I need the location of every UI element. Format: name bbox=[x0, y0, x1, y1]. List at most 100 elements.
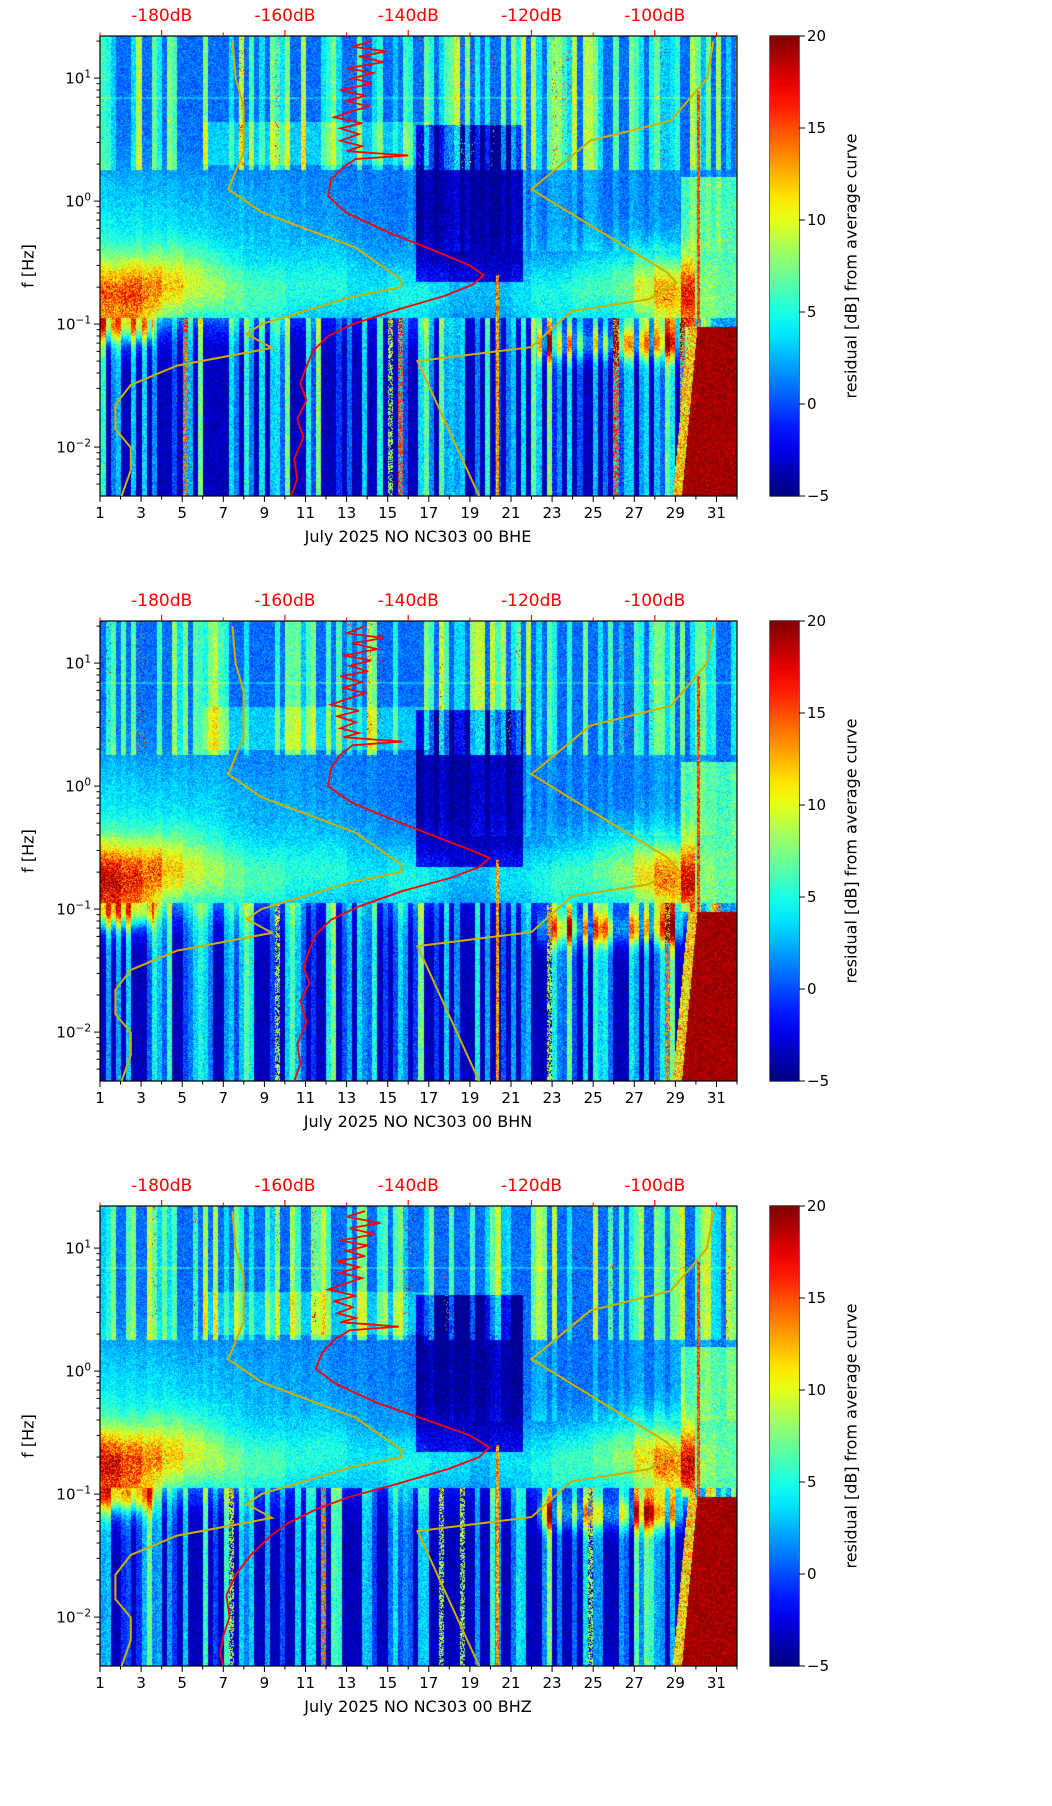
y-tick-label: 101 bbox=[65, 1238, 91, 1258]
x-tick-label: 15 bbox=[378, 1089, 398, 1107]
x-tick-label: 21 bbox=[501, 1674, 521, 1692]
colorbar-tick-label: 15 bbox=[807, 704, 827, 722]
top-axis-label: -100dB bbox=[624, 591, 686, 611]
y-tick-label: 10−2 bbox=[56, 1022, 91, 1042]
colorbar-tick-label: 20 bbox=[807, 27, 827, 45]
top-axis-label: -100dB bbox=[624, 6, 686, 26]
x-tick-label: 1 bbox=[95, 504, 105, 522]
colorbar-tick-label: 10 bbox=[807, 211, 827, 229]
x-tick-label: 19 bbox=[460, 1674, 480, 1692]
x-axis-title: July 2025 NO NC303 00 BHZ bbox=[304, 1697, 532, 1716]
top-axis-label: -140dB bbox=[377, 591, 439, 611]
top-axis-label: -120dB bbox=[500, 1176, 563, 1196]
x-axis-title: July 2025 NO NC303 00 BHE bbox=[304, 527, 532, 546]
top-axis-label: -180dB bbox=[131, 591, 193, 611]
y-tick-label: 100 bbox=[65, 776, 91, 796]
y-tick-label: 10−2 bbox=[56, 1607, 91, 1627]
x-tick-label: 5 bbox=[177, 1089, 187, 1107]
y-tick-label: 101 bbox=[65, 68, 91, 88]
top-axis-label: -160dB bbox=[254, 1176, 316, 1196]
colorbar-tick-label: 15 bbox=[807, 119, 827, 137]
x-tick-label: 9 bbox=[259, 504, 270, 522]
x-tick-label: 7 bbox=[218, 1089, 229, 1107]
x-tick-label: 19 bbox=[460, 504, 480, 522]
x-tick-label: 27 bbox=[624, 1089, 644, 1107]
x-tick-label: 21 bbox=[501, 504, 521, 522]
colorbar-tick-label: −5 bbox=[807, 1072, 830, 1090]
colorbar-label: residual [dB] from average curve bbox=[841, 1303, 861, 1569]
top-axis-label: -160dB bbox=[254, 591, 316, 611]
x-tick-label: 25 bbox=[583, 1674, 603, 1692]
colorbar-gradient bbox=[770, 36, 799, 496]
top-axis-label: -180dB bbox=[131, 1176, 193, 1196]
y-axis-label: f [Hz] bbox=[18, 244, 38, 288]
x-tick-label: 13 bbox=[337, 1674, 357, 1692]
x-tick-label: 13 bbox=[337, 504, 357, 522]
x-tick-label: 19 bbox=[460, 1089, 480, 1107]
colorbar-tick-label: 0 bbox=[807, 395, 817, 413]
x-tick-label: 3 bbox=[136, 504, 146, 522]
x-tick-label: 23 bbox=[542, 1089, 562, 1107]
top-axis-label: -100dB bbox=[624, 1176, 686, 1196]
x-tick-label: 15 bbox=[378, 504, 398, 522]
x-tick-label: 29 bbox=[665, 504, 685, 522]
top-axis-label: -180dB bbox=[131, 6, 193, 26]
colorbar-tick-label: 15 bbox=[807, 1289, 827, 1307]
top-axis-label: -120dB bbox=[500, 591, 563, 611]
y-tick-label: 101 bbox=[65, 653, 91, 673]
x-tick-label: 17 bbox=[419, 504, 439, 522]
y-tick-label: 100 bbox=[65, 1361, 91, 1381]
colorbar-tick-label: −5 bbox=[807, 1657, 830, 1675]
colorbar-gradient bbox=[770, 621, 799, 1081]
y-tick-label: 10−1 bbox=[56, 314, 91, 334]
x-tick-label: 23 bbox=[542, 1674, 562, 1692]
x-tick-label: 15 bbox=[378, 1674, 398, 1692]
x-tick-label: 7 bbox=[218, 504, 229, 522]
x-tick-label: 11 bbox=[295, 1089, 316, 1107]
top-axis-label: -140dB bbox=[377, 6, 439, 26]
x-tick-label: 9 bbox=[259, 1674, 270, 1692]
colorbar-gradient bbox=[770, 1206, 799, 1666]
colorbar-tick-label: 20 bbox=[807, 612, 827, 630]
x-tick-label: 17 bbox=[419, 1674, 439, 1692]
x-tick-label: 25 bbox=[583, 1089, 603, 1107]
x-tick-label: 13 bbox=[337, 1089, 357, 1107]
x-tick-label: 9 bbox=[259, 1089, 270, 1107]
colorbar-tick-label: 20 bbox=[807, 1197, 827, 1215]
y-axis-label: f [Hz] bbox=[18, 1414, 38, 1458]
top-axis-label: -160dB bbox=[254, 6, 316, 26]
x-tick-label: 5 bbox=[177, 1674, 187, 1692]
colorbar-tick-label: −5 bbox=[807, 487, 830, 505]
x-tick-label: 1 bbox=[95, 1674, 105, 1692]
spectrogram-heatmap bbox=[100, 36, 737, 496]
spectrogram-panel-bhn: -180dB -160dB -140dB -120dB -100dB f [Hz] 10… bbox=[0, 589, 1052, 1174]
x-tick-label: 23 bbox=[542, 504, 562, 522]
colorbar-tick-label: 0 bbox=[807, 980, 817, 998]
colorbar-tick-label: 0 bbox=[807, 1565, 817, 1583]
x-tick-label: 21 bbox=[501, 1089, 521, 1107]
top-axis-label: -140dB bbox=[377, 1176, 439, 1196]
spectrogram-heatmap bbox=[100, 621, 737, 1081]
x-tick-label: 17 bbox=[419, 1089, 439, 1107]
y-tick-label: 10−2 bbox=[56, 437, 91, 457]
x-tick-label: 29 bbox=[665, 1089, 685, 1107]
x-tick-label: 31 bbox=[706, 504, 726, 522]
top-axis-label: -120dB bbox=[500, 6, 563, 26]
colorbar-tick-label: 10 bbox=[807, 1381, 827, 1399]
colorbar-label: residual [dB] from average curve bbox=[841, 133, 861, 399]
y-tick-label: 10−1 bbox=[56, 1484, 91, 1504]
colorbar-tick-label: 10 bbox=[807, 796, 827, 814]
x-tick-label: 31 bbox=[706, 1674, 726, 1692]
colorbar-label: residual [dB] from average curve bbox=[841, 718, 861, 984]
colorbar-tick-label: 5 bbox=[807, 1473, 817, 1491]
x-axis-title: July 2025 NO NC303 00 BHN bbox=[303, 1112, 533, 1131]
spectrogram-panel-bhe: -180dB -160dB -140dB -120dB -100dB f [Hz] 10… bbox=[0, 4, 1052, 589]
x-tick-label: 27 bbox=[624, 1674, 644, 1692]
colorbar-tick-label: 5 bbox=[807, 303, 817, 321]
x-tick-label: 3 bbox=[136, 1089, 146, 1107]
x-tick-label: 11 bbox=[295, 504, 316, 522]
spectrogram-panel-bhz: -180dB -160dB -140dB -120dB -100dB f [Hz] 10… bbox=[0, 1174, 1052, 1759]
spectrogram-heatmap bbox=[100, 1206, 737, 1666]
y-axis-label: f [Hz] bbox=[18, 829, 38, 873]
